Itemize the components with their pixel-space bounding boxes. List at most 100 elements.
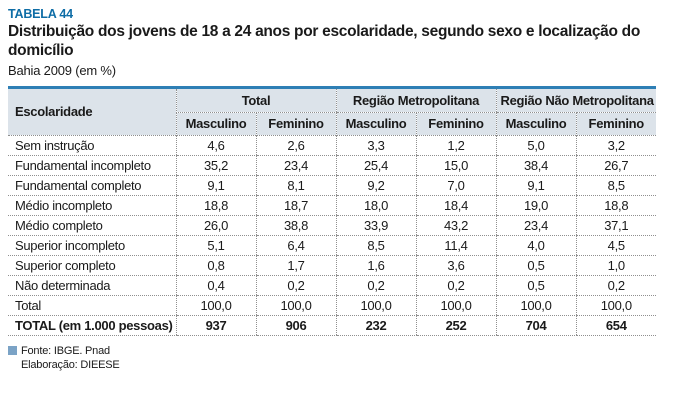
page-subtitle: Bahia 2009 (em %) [8, 62, 116, 78]
table-body: Sem instrução 4,6 2,6 3,3 1,2 5,0 3,2 Fundament… [8, 134, 656, 336]
cell-value: 0,5 [495, 254, 576, 276]
column-header-total-masculino: Masculino [175, 112, 256, 136]
cell-value: 38,4 [495, 154, 576, 176]
cell-value: 8,5 [575, 174, 656, 196]
cell-value: 252 [415, 314, 496, 336]
cell-value: 9,1 [495, 174, 576, 196]
cell-value: 19,0 [495, 194, 576, 216]
cell-value: 100,0 [175, 294, 256, 316]
cell-value: 937 [175, 314, 256, 336]
cell-value: 8,5 [335, 234, 416, 256]
cell-value: 35,2 [175, 154, 256, 176]
cell-value: 18,8 [175, 194, 256, 216]
source-square-icon [8, 346, 17, 356]
cell-value: 0,8 [175, 254, 256, 276]
cell-value: 23,4 [495, 214, 576, 236]
cell-value: 18,7 [255, 194, 336, 216]
table-row: TOTAL (em 1.000 pessoas) 937 906 232 252 704 6… [8, 314, 656, 336]
table-row: Superior incompleto 5,1 6,4 8,5 11,4 4,0 4,5 [8, 234, 656, 256]
cell-value: 37,1 [575, 214, 656, 236]
cell-value: 1,7 [255, 254, 336, 276]
cell-value: 9,2 [335, 174, 416, 196]
cell-value: 5,1 [175, 234, 256, 256]
row-label: Médio incompleto [8, 194, 176, 216]
row-label: Superior completo [8, 254, 176, 276]
page-title: Distribuição dos jovens de 18 a 24 anos … [8, 23, 641, 59]
table-row: Total 100,0 100,0 100,0 100,0 100,0 100,0 [8, 294, 656, 316]
column-group-regiao-nao-metropolitana: Região Não Metropolitana [495, 87, 656, 113]
column-header-rm-feminino: Feminino [415, 112, 496, 136]
cell-value: 100,0 [415, 294, 496, 316]
elaboration-text: Elaboração: DIEESE [21, 359, 120, 372]
cell-value: 2,6 [255, 134, 336, 156]
source-text: Fonte: IBGE. Pnad [21, 344, 110, 357]
cell-value: 26,0 [175, 214, 256, 236]
cell-value: 18,0 [335, 194, 416, 216]
row-label: Sem instrução [8, 134, 176, 156]
cell-value: 0,2 [415, 274, 496, 296]
row-label: Fundamental incompleto [8, 154, 176, 176]
cell-value: 11,4 [415, 234, 496, 256]
cell-value: 1,0 [575, 254, 656, 276]
cell-value: 4,0 [495, 234, 576, 256]
column-header-rnm-feminino: Feminino [575, 112, 656, 136]
table-row: Sem instrução 4,6 2,6 3,3 1,2 5,0 3,2 [8, 134, 656, 156]
cell-value: 100,0 [335, 294, 416, 316]
footnote: Fonte: IBGE. Pnad Elaboração: DIEESE [8, 344, 692, 373]
cell-value: 0,5 [495, 274, 576, 296]
cell-value: 6,4 [255, 234, 336, 256]
cell-value: 100,0 [255, 294, 336, 316]
cell-value: 15,0 [415, 154, 496, 176]
cell-value: 1,6 [335, 254, 416, 276]
table-number-label: TABELA 44 [8, 7, 73, 21]
table-row: Médio completo 26,0 38,8 33,9 43,2 23,4 37,1 [8, 214, 656, 236]
cell-value: 3,2 [575, 134, 656, 156]
cell-value: 0,2 [255, 274, 336, 296]
cell-value: 1,2 [415, 134, 496, 156]
cell-value: 4,6 [175, 134, 256, 156]
row-label: Fundamental completo [8, 174, 176, 196]
table-row: Fundamental incompleto 35,2 23,4 25,4 15,0 38… [8, 154, 656, 176]
cell-value: 43,2 [415, 214, 496, 236]
cell-value: 26,7 [575, 154, 656, 176]
table-header: Escolaridade Total Região Metropolitana … [8, 87, 656, 136]
cell-value: 232 [335, 314, 416, 336]
education-distribution-table: Escolaridade Total Região Metropolitana … [8, 85, 656, 336]
column-group-regiao-metropolitana: Região Metropolitana [335, 87, 496, 113]
row-label: Médio completo [8, 214, 176, 236]
table-row: Não determinada 0,4 0,2 0,2 0,2 0,5 0,2 [8, 274, 656, 296]
cell-value: 9,1 [175, 174, 256, 196]
cell-value: 18,8 [575, 194, 656, 216]
column-header-rm-masculino: Masculino [335, 112, 416, 136]
cell-value: 25,4 [335, 154, 416, 176]
cell-value: 33,9 [335, 214, 416, 236]
cell-value: 23,4 [255, 154, 336, 176]
cell-value: 100,0 [575, 294, 656, 316]
column-group-total: Total [175, 87, 336, 113]
row-label: TOTAL (em 1.000 pessoas) [8, 314, 176, 336]
cell-value: 0,2 [335, 274, 416, 296]
cell-value: 4,5 [575, 234, 656, 256]
cell-value: 8,1 [255, 174, 336, 196]
cell-value: 5,0 [495, 134, 576, 156]
row-label: Total [8, 294, 176, 316]
cell-value: 654 [575, 314, 656, 336]
column-header-total-feminino: Feminino [255, 112, 336, 136]
cell-value: 704 [495, 314, 576, 336]
cell-value: 7,0 [415, 174, 496, 196]
row-label: Não determinada [8, 274, 176, 296]
cell-value: 906 [255, 314, 336, 336]
column-header-escolaridade: Escolaridade [8, 87, 176, 136]
table-row: Fundamental completo 9,1 8,1 9,2 7,0 9,1 8,5 [8, 174, 656, 196]
column-header-rnm-masculino: Masculino [495, 112, 576, 136]
cell-value: 18,4 [415, 194, 496, 216]
cell-value: 3,3 [335, 134, 416, 156]
cell-value: 0,2 [575, 274, 656, 296]
table-row: Médio incompleto 18,8 18,7 18,0 18,4 19,0 18,8 [8, 194, 656, 216]
cell-value: 38,8 [255, 214, 336, 236]
cell-value: 100,0 [495, 294, 576, 316]
row-label: Superior incompleto [8, 234, 176, 256]
table-row: Superior completo 0,8 1,7 1,6 3,6 0,5 1,0 [8, 254, 656, 276]
cell-value: 3,6 [415, 254, 496, 276]
